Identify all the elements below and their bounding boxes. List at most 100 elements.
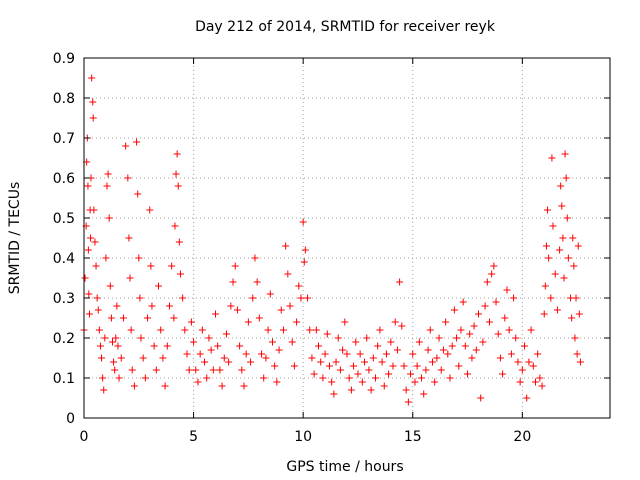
- data-point: [94, 306, 102, 314]
- data-point: [365, 366, 373, 374]
- data-point: [148, 302, 156, 310]
- data-point: [101, 334, 109, 342]
- data-point: [534, 350, 542, 358]
- data-point: [84, 182, 92, 190]
- data-point: [240, 382, 248, 390]
- data-point: [529, 362, 537, 370]
- data-point: [468, 354, 476, 362]
- data-point: [81, 274, 89, 282]
- data-point: [290, 362, 298, 370]
- x-axis-label: GPS time / hours: [286, 459, 403, 475]
- data-point: [152, 366, 160, 374]
- data-point: [387, 338, 395, 346]
- data-point: [203, 374, 211, 382]
- data-point: [448, 342, 456, 350]
- data-point: [369, 354, 377, 362]
- data-point: [275, 346, 283, 354]
- y-axis-ticks: 0 0.1 0.2 0.3 0.4 0.5 0.6 0.7 0.8 0.9: [53, 51, 610, 427]
- data-point: [155, 282, 163, 290]
- data-point: [170, 314, 178, 322]
- data-point: [433, 354, 441, 362]
- x-tick-label: 0: [80, 429, 89, 445]
- data-point: [330, 390, 338, 398]
- y-tick-label: 0.6: [53, 171, 75, 187]
- data-point: [163, 342, 171, 350]
- data-point: [194, 378, 202, 386]
- data-point: [575, 310, 583, 318]
- data-point: [475, 310, 482, 318]
- data-point: [561, 150, 569, 158]
- data-point: [92, 262, 100, 270]
- data-point: [144, 314, 152, 322]
- data-point: [518, 366, 526, 374]
- data-point: [560, 274, 568, 282]
- data-point: [190, 338, 198, 346]
- data-point: [124, 174, 132, 182]
- data-point: [422, 366, 430, 374]
- data-point: [531, 378, 539, 386]
- data-point: [130, 382, 138, 390]
- data-point: [361, 358, 369, 366]
- data-point: [563, 214, 571, 222]
- data-point: [334, 334, 342, 342]
- data-point: [114, 342, 122, 350]
- data-point: [110, 358, 118, 366]
- data-point: [420, 390, 428, 398]
- data-point: [568, 314, 576, 322]
- data-point: [209, 366, 217, 374]
- data-point: [173, 150, 181, 158]
- data-point: [317, 358, 325, 366]
- data-point: [332, 358, 340, 366]
- data-point: [453, 334, 461, 342]
- data-point: [293, 318, 301, 326]
- data-point: [157, 326, 165, 334]
- data-point: [119, 314, 127, 322]
- data-point: [525, 358, 533, 366]
- data-point: [398, 322, 406, 330]
- data-point: [400, 362, 408, 370]
- data-point: [108, 338, 116, 346]
- data-point: [89, 114, 97, 122]
- data-point: [510, 294, 518, 302]
- data-point: [85, 290, 93, 298]
- x-tick-label: 20: [513, 429, 531, 445]
- data-point: [150, 342, 158, 350]
- data-point: [450, 306, 458, 314]
- data-point: [343, 350, 351, 358]
- data-point: [104, 170, 112, 178]
- data-point: [111, 366, 119, 374]
- data-point: [260, 374, 268, 382]
- data-point: [251, 254, 259, 262]
- data-point: [415, 338, 423, 346]
- data-point: [572, 294, 580, 302]
- data-point: [347, 386, 355, 394]
- data-point: [238, 366, 246, 374]
- data-point: [165, 302, 173, 310]
- data-point: [541, 282, 549, 290]
- data-point: [262, 354, 270, 362]
- data-point: [396, 278, 404, 286]
- data-point: [264, 326, 272, 334]
- data-point: [147, 262, 155, 270]
- data-point: [376, 326, 384, 334]
- data-point: [126, 274, 134, 282]
- data-point: [516, 378, 524, 386]
- data-point: [378, 358, 386, 366]
- data-point: [542, 242, 550, 250]
- data-point: [93, 294, 101, 302]
- data-point: [98, 354, 106, 362]
- data-point: [499, 370, 507, 378]
- data-point: [350, 362, 358, 370]
- data-point: [336, 366, 344, 374]
- data-point: [134, 190, 142, 198]
- data-point: [88, 74, 96, 82]
- data-point: [136, 294, 144, 302]
- data-point: [102, 254, 110, 262]
- data-point: [286, 302, 294, 310]
- y-tick-label: 0.3: [53, 291, 75, 307]
- data-point: [84, 246, 92, 254]
- data-point: [538, 382, 546, 390]
- x-tick-label: 10: [294, 429, 312, 445]
- data-point: [187, 318, 195, 326]
- data-point: [100, 386, 108, 394]
